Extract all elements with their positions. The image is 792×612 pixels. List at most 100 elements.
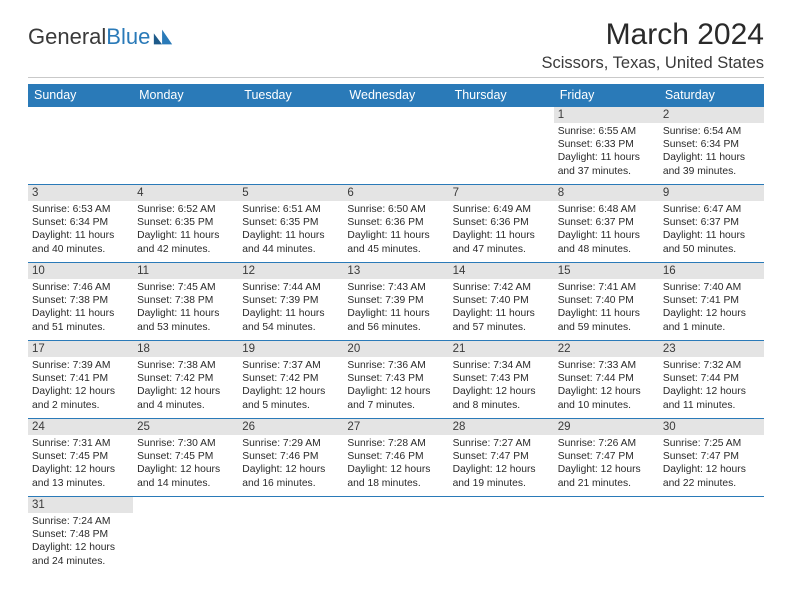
date-strip: 20 bbox=[343, 341, 448, 357]
sunset-text: Sunset: 7:38 PM bbox=[137, 294, 234, 307]
daylight-text: Daylight: 11 hours and 48 minutes. bbox=[558, 229, 655, 255]
cell-lines: Sunrise: 6:49 AMSunset: 6:36 PMDaylight:… bbox=[453, 203, 550, 256]
daylight-text: Daylight: 11 hours and 53 minutes. bbox=[137, 307, 234, 333]
date-strip: 14 bbox=[449, 263, 554, 279]
daylight-text: Daylight: 11 hours and 57 minutes. bbox=[453, 307, 550, 333]
sunrise-text: Sunrise: 6:49 AM bbox=[453, 203, 550, 216]
sunset-text: Sunset: 7:39 PM bbox=[347, 294, 444, 307]
daylight-text: Daylight: 12 hours and 21 minutes. bbox=[558, 463, 655, 489]
calendar-cell: 22Sunrise: 7:33 AMSunset: 7:44 PMDayligh… bbox=[554, 341, 659, 419]
date-strip: 9 bbox=[659, 185, 764, 201]
sunset-text: Sunset: 6:36 PM bbox=[453, 216, 550, 229]
date-strip: 13 bbox=[343, 263, 448, 279]
day-header: Friday bbox=[554, 84, 659, 107]
sunset-text: Sunset: 7:38 PM bbox=[32, 294, 129, 307]
cell-lines: Sunrise: 7:45 AMSunset: 7:38 PMDaylight:… bbox=[137, 281, 234, 334]
sunset-text: Sunset: 7:47 PM bbox=[663, 450, 760, 463]
cell-lines: Sunrise: 6:51 AMSunset: 6:35 PMDaylight:… bbox=[242, 203, 339, 256]
daylight-text: Daylight: 12 hours and 16 minutes. bbox=[242, 463, 339, 489]
calendar-cell: 24 Sunrise: 7:31 AMSunset: 7:45 PMDayligh… bbox=[28, 419, 133, 497]
sunset-text: Sunset: 6:35 PM bbox=[137, 216, 234, 229]
sunset-text: Sunset: 7:47 PM bbox=[558, 450, 655, 463]
sunrise-text: Sunrise: 7:31 AM bbox=[32, 437, 129, 450]
cell-lines: Sunrise: 7:25 AMSunset: 7:47 PMDaylight:… bbox=[663, 437, 760, 490]
cell-lines: Sunrise: 7:41 AMSunset: 7:40 PMDaylight:… bbox=[558, 281, 655, 334]
calendar-cell-empty bbox=[343, 497, 448, 575]
daylight-text: Daylight: 12 hours and 19 minutes. bbox=[453, 463, 550, 489]
date-strip: 24 bbox=[28, 419, 133, 435]
calendar-cell: 21Sunrise: 7:34 AMSunset: 7:43 PMDayligh… bbox=[449, 341, 554, 419]
sunset-text: Sunset: 7:45 PM bbox=[32, 450, 129, 463]
calendar-cell-empty bbox=[238, 107, 343, 185]
sunset-text: Sunset: 7:43 PM bbox=[347, 372, 444, 385]
sunrise-text: Sunrise: 7:43 AM bbox=[347, 281, 444, 294]
sunset-text: Sunset: 7:43 PM bbox=[453, 372, 550, 385]
sunrise-text: Sunrise: 7:29 AM bbox=[242, 437, 339, 450]
cell-lines: Sunrise: 7:30 AMSunset: 7:45 PMDaylight:… bbox=[137, 437, 234, 490]
calendar-cell: 16Sunrise: 7:40 AMSunset: 7:41 PMDayligh… bbox=[659, 263, 764, 341]
sunrise-text: Sunrise: 7:33 AM bbox=[558, 359, 655, 372]
date-strip: 4 bbox=[133, 185, 238, 201]
logo-mark-icon bbox=[152, 26, 174, 48]
cell-lines: Sunrise: 6:54 AMSunset: 6:34 PMDaylight:… bbox=[663, 125, 760, 178]
daylight-text: Daylight: 12 hours and 24 minutes. bbox=[32, 541, 129, 567]
daylight-text: Daylight: 12 hours and 18 minutes. bbox=[347, 463, 444, 489]
calendar-cell-empty bbox=[133, 107, 238, 185]
calendar-cell: 30 Sunrise: 7:25 AMSunset: 7:47 PMDayligh… bbox=[659, 419, 764, 497]
calendar-cell: 1Sunrise: 6:55 AMSunset: 6:33 PMDaylight… bbox=[554, 107, 659, 185]
cell-lines: Sunrise: 6:55 AMSunset: 6:33 PMDaylight:… bbox=[558, 125, 655, 178]
date-strip bbox=[133, 107, 238, 123]
sunrise-text: Sunrise: 7:32 AM bbox=[663, 359, 760, 372]
calendar-cell: 4Sunrise: 6:52 AMSunset: 6:35 PMDaylight… bbox=[133, 185, 238, 263]
sunset-text: Sunset: 7:41 PM bbox=[663, 294, 760, 307]
calendar-cell: 19Sunrise: 7:37 AMSunset: 7:42 PMDayligh… bbox=[238, 341, 343, 419]
date-strip: 30 bbox=[659, 419, 764, 435]
date-strip: 15 bbox=[554, 263, 659, 279]
cell-lines: Sunrise: 7:31 AMSunset: 7:45 PMDaylight:… bbox=[32, 437, 129, 490]
sunrise-text: Sunrise: 7:46 AM bbox=[32, 281, 129, 294]
sunset-text: Sunset: 6:33 PM bbox=[558, 138, 655, 151]
day-header: Saturday bbox=[659, 84, 764, 107]
day-header: Monday bbox=[133, 84, 238, 107]
calendar-cell: 2 Sunrise: 6:54 AMSunset: 6:34 PMDaylight… bbox=[659, 107, 764, 185]
sunset-text: Sunset: 7:46 PM bbox=[242, 450, 339, 463]
calendar-cell-empty bbox=[238, 497, 343, 575]
cell-lines: Sunrise: 7:46 AMSunset: 7:38 PMDaylight:… bbox=[32, 281, 129, 334]
cell-lines: Sunrise: 7:39 AMSunset: 7:41 PMDaylight:… bbox=[32, 359, 129, 412]
sunset-text: Sunset: 7:42 PM bbox=[137, 372, 234, 385]
header: GeneralBlue March 2024 Scissors, Texas, … bbox=[28, 18, 764, 73]
sunset-text: Sunset: 6:36 PM bbox=[347, 216, 444, 229]
date-strip: 28 bbox=[449, 419, 554, 435]
sunrise-text: Sunrise: 6:50 AM bbox=[347, 203, 444, 216]
calendar-cell: 18Sunrise: 7:38 AMSunset: 7:42 PMDayligh… bbox=[133, 341, 238, 419]
date-strip: 19 bbox=[238, 341, 343, 357]
daylight-text: Daylight: 11 hours and 40 minutes. bbox=[32, 229, 129, 255]
calendar-cell: 6Sunrise: 6:50 AMSunset: 6:36 PMDaylight… bbox=[343, 185, 448, 263]
cell-lines: Sunrise: 7:34 AMSunset: 7:43 PMDaylight:… bbox=[453, 359, 550, 412]
daylight-text: Daylight: 11 hours and 59 minutes. bbox=[558, 307, 655, 333]
sunrise-text: Sunrise: 7:36 AM bbox=[347, 359, 444, 372]
divider bbox=[28, 77, 764, 78]
date-strip: 8 bbox=[554, 185, 659, 201]
date-strip: 2 bbox=[659, 107, 764, 123]
daylight-text: Daylight: 11 hours and 37 minutes. bbox=[558, 151, 655, 177]
day-header: Tuesday bbox=[238, 84, 343, 107]
cell-lines: Sunrise: 7:27 AMSunset: 7:47 PMDaylight:… bbox=[453, 437, 550, 490]
sunrise-text: Sunrise: 7:42 AM bbox=[453, 281, 550, 294]
cell-lines: Sunrise: 7:28 AMSunset: 7:46 PMDaylight:… bbox=[347, 437, 444, 490]
date-strip: 25 bbox=[133, 419, 238, 435]
sunset-text: Sunset: 7:47 PM bbox=[453, 450, 550, 463]
sunset-text: Sunset: 7:41 PM bbox=[32, 372, 129, 385]
daylight-text: Daylight: 11 hours and 50 minutes. bbox=[663, 229, 760, 255]
daylight-text: Daylight: 12 hours and 10 minutes. bbox=[558, 385, 655, 411]
calendar-cell: 20Sunrise: 7:36 AMSunset: 7:43 PMDayligh… bbox=[343, 341, 448, 419]
date-strip bbox=[28, 107, 133, 123]
date-strip: 31 bbox=[28, 497, 133, 513]
date-strip: 23 bbox=[659, 341, 764, 357]
title-block: March 2024 Scissors, Texas, United State… bbox=[541, 18, 764, 73]
sunrise-text: Sunrise: 6:54 AM bbox=[663, 125, 760, 138]
sunrise-text: Sunrise: 7:25 AM bbox=[663, 437, 760, 450]
date-strip: 12 bbox=[238, 263, 343, 279]
date-strip bbox=[449, 107, 554, 123]
cell-lines: Sunrise: 6:48 AMSunset: 6:37 PMDaylight:… bbox=[558, 203, 655, 256]
